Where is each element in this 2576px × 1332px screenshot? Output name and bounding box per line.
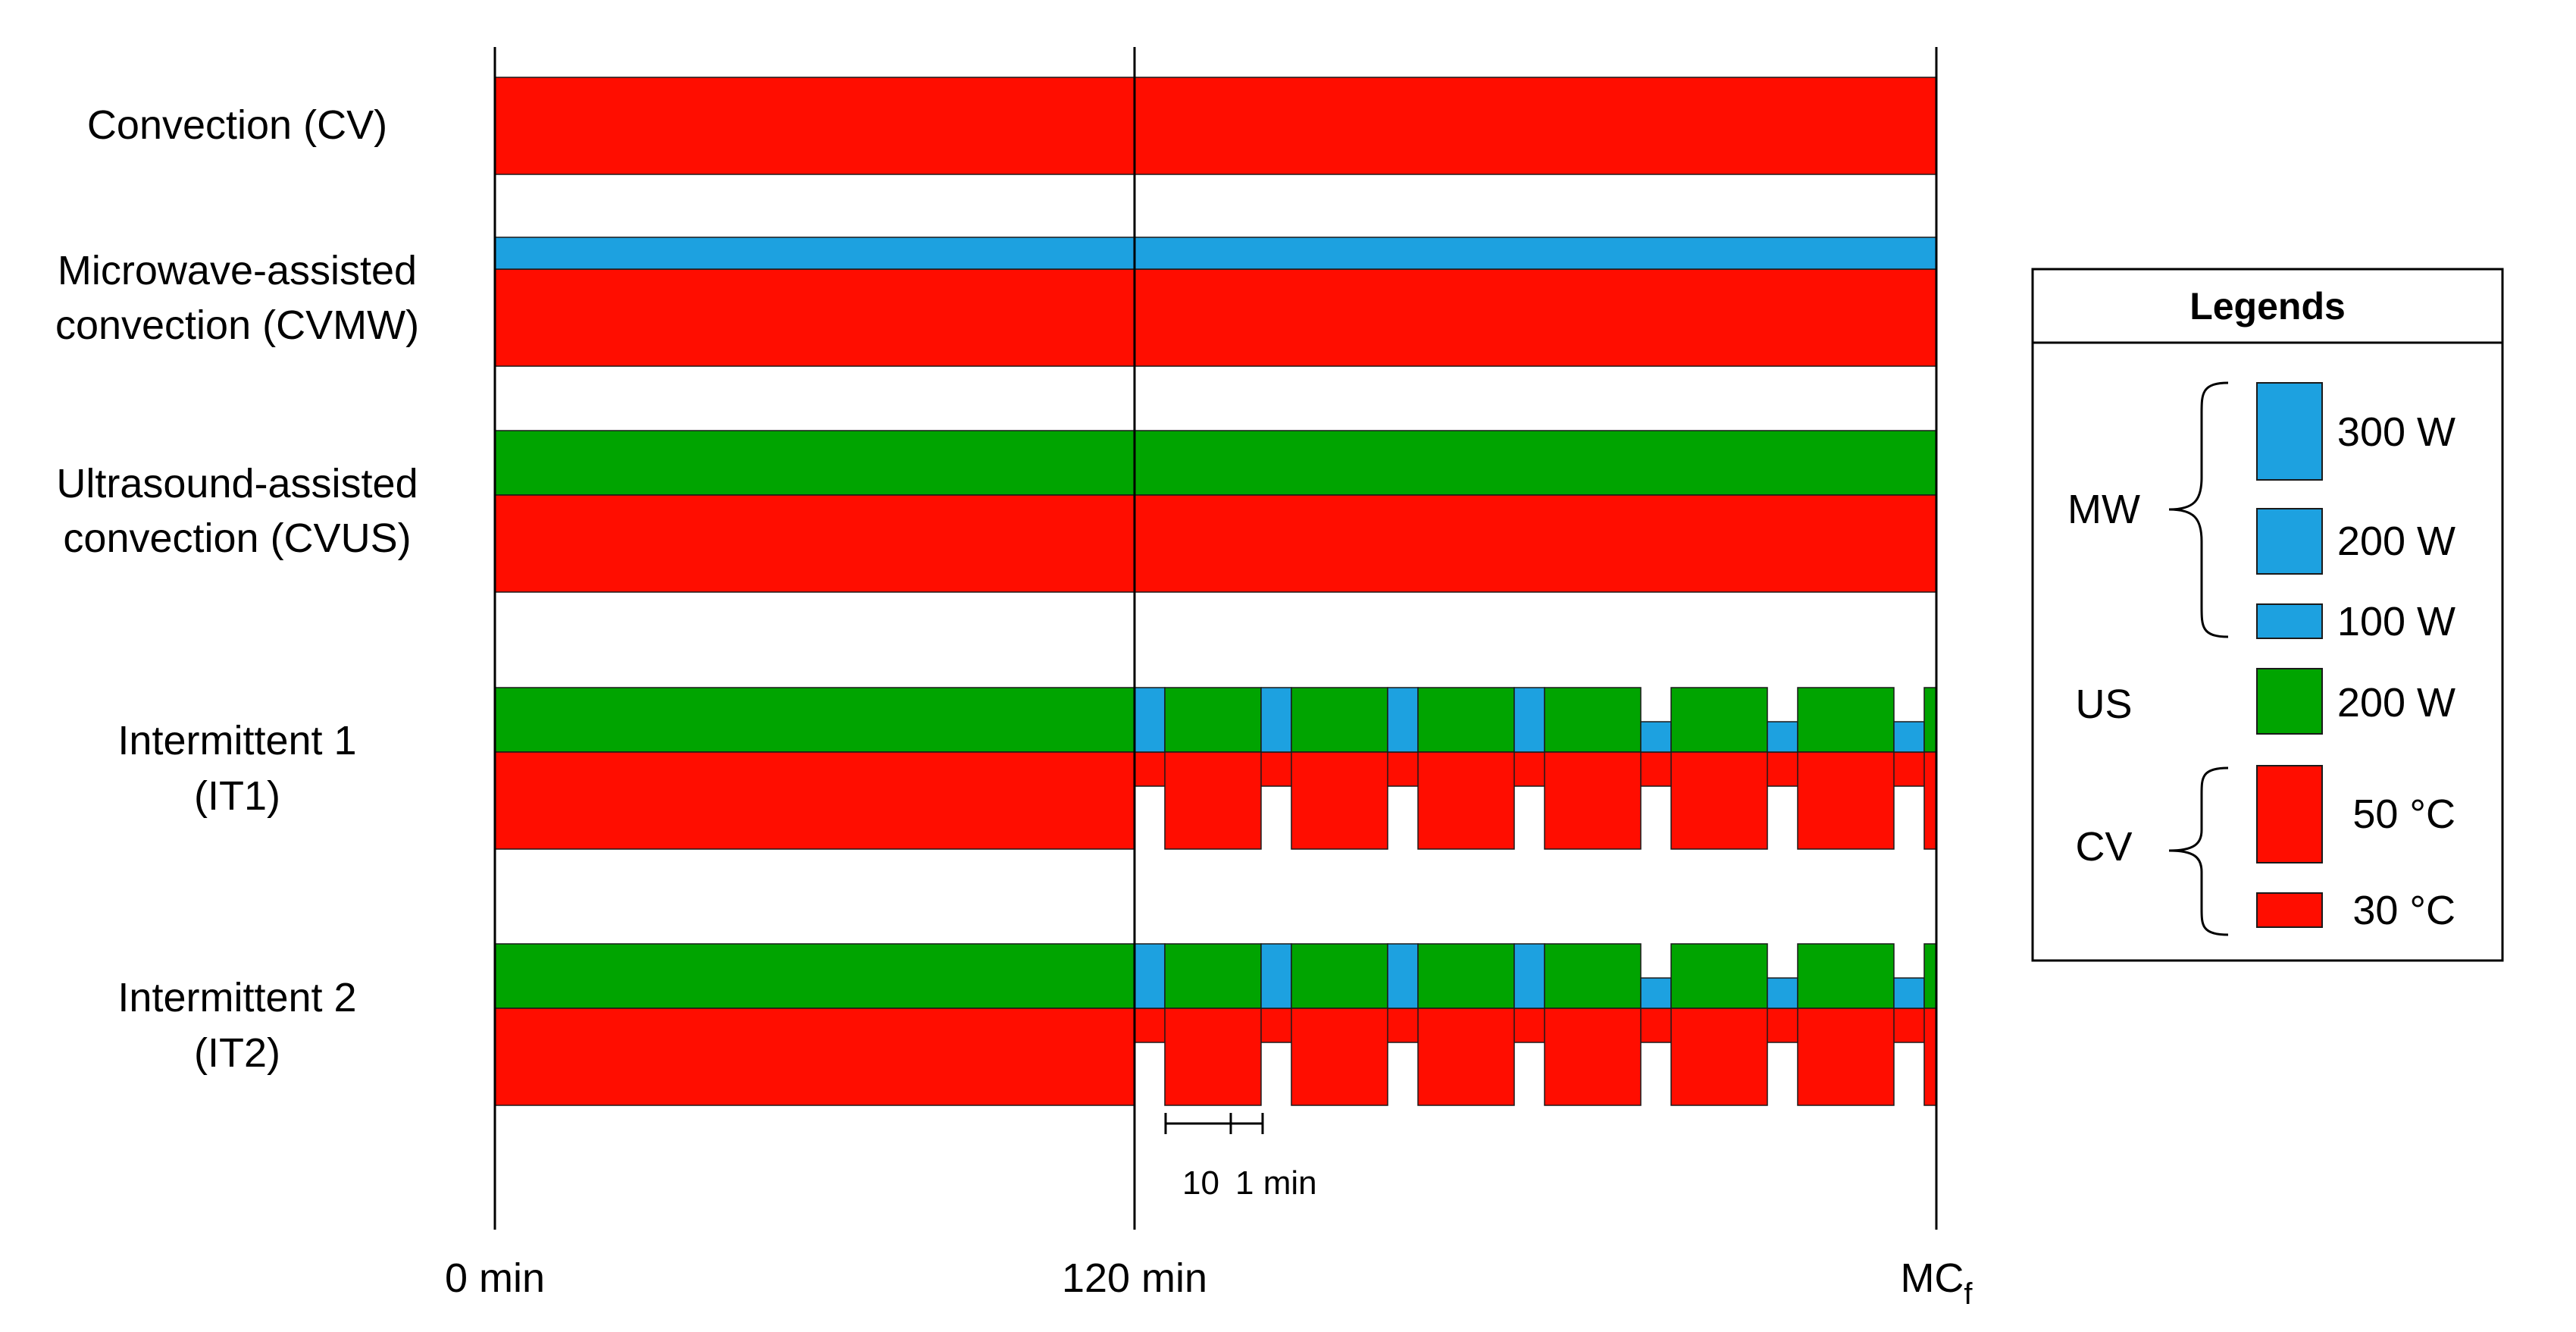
- it2-us-on-4: [1544, 943, 1642, 1009]
- it1-cv-50c-on-3: [1417, 751, 1515, 850]
- it1-cv-50c-on-1: [1164, 751, 1262, 850]
- legend-swatch-mw-100: [2256, 603, 2323, 639]
- cvus-row-us-bar: [494, 430, 1937, 496]
- it1-cv-50c-on-6: [1797, 751, 1895, 850]
- it2-mw-pulse-4: [1513, 943, 1545, 1009]
- row-label-it1-line2: (IT1): [194, 773, 280, 819]
- it2-us-on-7: [1923, 943, 1937, 1009]
- legend-brace-mw: [2168, 381, 2229, 638]
- scale-bar-label-on: 10: [1182, 1164, 1219, 1202]
- it1-us-on-7: [1923, 687, 1937, 753]
- row-label-it1-line1: Intermittent 1: [117, 718, 356, 763]
- it2-cv-50c-on-7: [1923, 1008, 1937, 1106]
- row-label-cvus-line2: convection (CVUS): [63, 516, 411, 561]
- it1-us-on-5: [1670, 687, 1768, 753]
- it2-cv-50c-on-6: [1797, 1008, 1895, 1106]
- legend-swatch-mw-200: [2256, 508, 2323, 575]
- legend-title: Legends: [2189, 285, 2346, 328]
- legend-group-label-us: US: [2075, 682, 2132, 727]
- tick-label-mcf: MCf: [1900, 1255, 1973, 1311]
- it2-mw-pulse-2: [1260, 943, 1292, 1009]
- treatment-bars: [494, 77, 1937, 1106]
- it2-us-on-5: [1670, 943, 1768, 1009]
- row-label-cv: Convection (CV): [87, 102, 387, 148]
- it2-cv-50c-on-1: [1164, 1008, 1262, 1106]
- it1-mw-pulse-1: [1134, 687, 1166, 753]
- cvmw-row-mw-bar: [494, 237, 1937, 270]
- it1-mw-pulse-6: [1767, 721, 1798, 753]
- legend-label-cv-50: 50 °C: [2352, 791, 2455, 837]
- it2-mw-pulse-7: [1893, 977, 1925, 1009]
- row-label-it2-line1: Intermittent 2: [117, 975, 356, 1020]
- it1-cv-50c-on-4: [1544, 751, 1642, 850]
- it1-us-on-2: [1291, 687, 1388, 753]
- row-label-cvmw-line1: Microwave-assisted: [58, 248, 417, 293]
- legend-swatch-mw-300: [2256, 382, 2323, 481]
- it1-mw-pulse-2: [1260, 687, 1292, 753]
- cvmw-row-cv-bar: [494, 268, 1937, 367]
- it2-cv-50c-on-5: [1670, 1008, 1768, 1106]
- it2-us-on-6: [1797, 943, 1895, 1009]
- it1-mw-pulse-3: [1387, 687, 1419, 753]
- legend-brace-cv: [2168, 766, 2229, 936]
- it2-us-on-2: [1291, 943, 1388, 1009]
- row-label-cvmw-line2: convection (CVMW): [55, 302, 419, 348]
- legend-label-mw-100: 100 W: [2337, 599, 2455, 644]
- it2-mw-pulse-5: [1640, 977, 1672, 1009]
- tick-label-mcf-main: MC: [1900, 1255, 1964, 1301]
- it1-cv-bar-initial: [494, 751, 1135, 850]
- it1-us-on-4: [1544, 687, 1642, 753]
- it2-us-on-1: [1164, 943, 1262, 1009]
- legend-label-us-200: 200 W: [2337, 680, 2455, 726]
- scale-bar-label-off: 1 min: [1235, 1164, 1317, 1202]
- row-label-cvus-line1: Ultrasound-assisted: [56, 461, 418, 506]
- axis-tick-labels: 0 min 120 min MCf: [445, 1255, 1973, 1311]
- it1-us-bar-initial: [494, 687, 1135, 753]
- it2-cv-50c-on-2: [1291, 1008, 1388, 1106]
- tick-label-0: 0 min: [445, 1255, 545, 1301]
- row-label-it2-line2: (IT2): [194, 1030, 280, 1076]
- cvus-row-cv-bar: [494, 494, 1937, 593]
- it1-mw-pulse-5: [1640, 721, 1672, 753]
- cv-row-bar: [494, 77, 1937, 175]
- legend-label-mw-300: 300 W: [2337, 409, 2455, 455]
- legend-swatch-cv-50: [2256, 765, 2323, 863]
- legend-swatch-cv-30: [2256, 892, 2323, 928]
- it1-us-on-1: [1164, 687, 1262, 753]
- time-reference-lines: [493, 47, 1938, 1230]
- legend: Legends MW US CV 300 W 200 W 100 W 200 W…: [2031, 268, 2504, 962]
- it2-cv-bar-initial: [494, 1008, 1135, 1106]
- legend-group-label-mw: MW: [2067, 487, 2140, 532]
- it2-mw-pulse-1: [1134, 943, 1166, 1009]
- tick-label-120: 120 min: [1062, 1255, 1207, 1301]
- it2-us-bar-initial: [494, 943, 1135, 1009]
- tick-label-mcf-sub: f: [1964, 1277, 1973, 1311]
- it1-cv-50c-on-7: [1923, 751, 1937, 850]
- legend-label-cv-30: 30 °C: [2352, 888, 2455, 933]
- it1-cv-50c-on-2: [1291, 751, 1388, 850]
- it1-us-on-3: [1417, 687, 1515, 753]
- row-labels: Convection (CV) Microwave-assisted conve…: [55, 102, 419, 1076]
- legend-swatch-us-200: [2256, 668, 2323, 735]
- it2-mw-pulse-3: [1387, 943, 1419, 1009]
- scale-bar: [1164, 1113, 1264, 1134]
- it1-us-on-6: [1797, 687, 1895, 753]
- legend-group-label-cv: CV: [2075, 824, 2132, 870]
- it2-us-on-3: [1417, 943, 1515, 1009]
- it2-cv-50c-on-4: [1544, 1008, 1642, 1106]
- it2-mw-pulse-6: [1767, 977, 1798, 1009]
- it1-cv-50c-on-5: [1670, 751, 1768, 850]
- it2-cv-50c-on-3: [1417, 1008, 1515, 1106]
- it1-mw-pulse-7: [1893, 721, 1925, 753]
- it1-mw-pulse-4: [1513, 687, 1545, 753]
- legend-label-mw-200: 200 W: [2337, 519, 2455, 564]
